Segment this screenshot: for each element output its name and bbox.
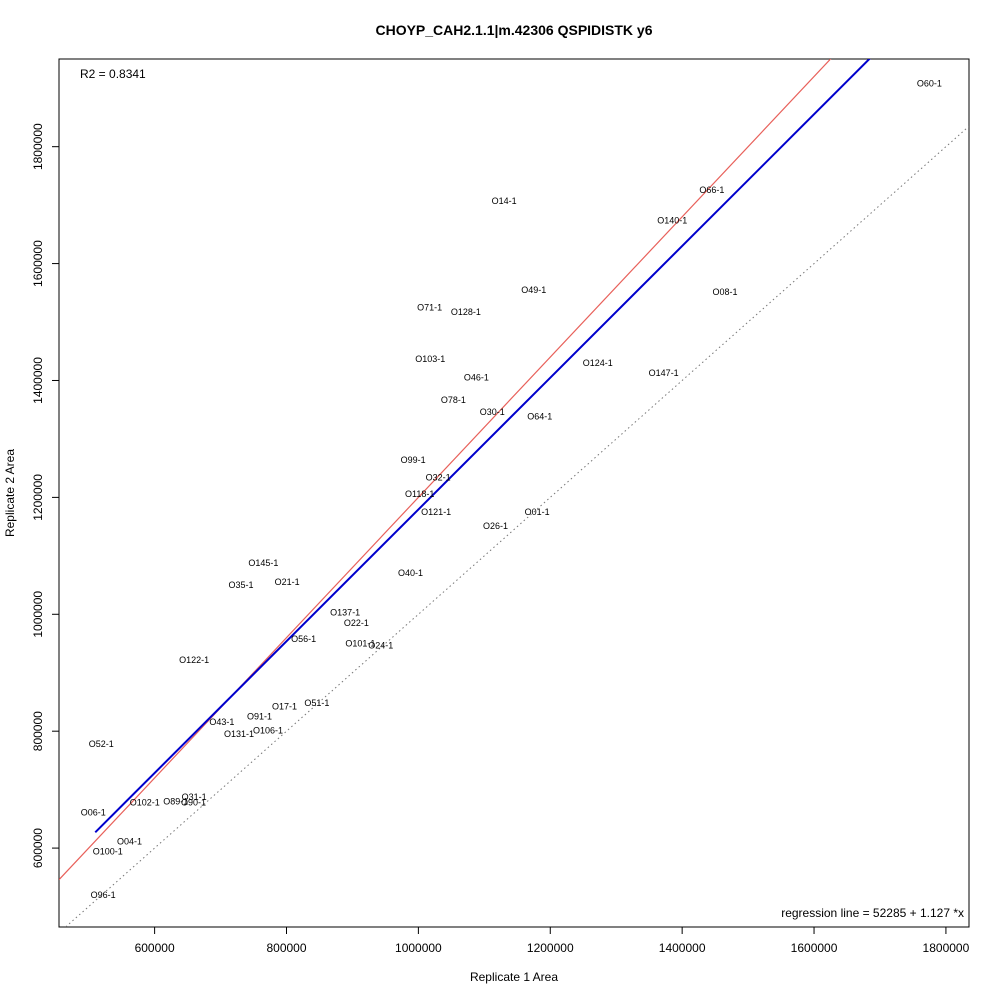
- regression-line: [94, 59, 871, 833]
- point-label: O24-1: [368, 640, 393, 650]
- point-label: O102-1: [130, 797, 160, 807]
- point-label: O66-1: [699, 185, 724, 195]
- y-tick-label: 1600000: [31, 240, 45, 287]
- x-tick-label: 800000: [266, 941, 306, 955]
- point-label: O103-1: [415, 354, 445, 364]
- point-label: O100-1: [93, 847, 123, 857]
- point-label: O90-1: [181, 797, 206, 807]
- reference-line: [59, 59, 832, 881]
- y-tick-label: 800000: [31, 711, 45, 751]
- point-label: O26-1: [483, 521, 508, 531]
- point-label: O40-1: [398, 568, 423, 578]
- point-label: O17-1: [272, 702, 297, 712]
- point-label: O106-1: [253, 726, 283, 736]
- x-tick-label: 1400000: [659, 941, 706, 955]
- x-axis-label: Replicate 1 Area: [470, 970, 558, 984]
- point-label: O78-1: [441, 395, 466, 405]
- point-label: O56-1: [291, 634, 316, 644]
- point-label: O124-1: [583, 358, 613, 368]
- point-label: O06-1: [81, 807, 106, 817]
- axes-layer: 600000 800000 1000000 1200000 1400000 1600000…: [31, 123, 970, 955]
- point-label: O01-1: [525, 507, 550, 517]
- point-label: O30-1: [480, 407, 505, 417]
- y-tick-label: 1000000: [31, 591, 45, 638]
- x-tick-label: 1600000: [791, 941, 838, 955]
- point-label: O122-1: [179, 655, 209, 665]
- point-label: O145-1: [248, 558, 278, 568]
- point-label: O96-1: [91, 890, 116, 900]
- point-label: O71-1: [417, 302, 442, 312]
- point-label: O121-1: [421, 507, 451, 517]
- points-layer: O60-1 O66-1 O14-1 O140-1 O49-1 O08-1 O71-1 O128…: [81, 79, 942, 900]
- point-label: O51-1: [304, 698, 329, 708]
- point-label: O64-1: [527, 412, 552, 422]
- point-label: O60-1: [917, 79, 942, 89]
- point-label: O49-1: [521, 285, 546, 295]
- point-label: O04-1: [117, 837, 142, 847]
- y-tick-label: 1800000: [31, 123, 45, 170]
- identity-line: [64, 125, 969, 927]
- point-label: O91-1: [247, 712, 272, 722]
- point-label: O14-1: [492, 196, 517, 206]
- y-tick-label: 1400000: [31, 357, 45, 404]
- point-label: O128-1: [451, 307, 481, 317]
- point-label: O147-1: [649, 368, 679, 378]
- point-label: O46-1: [464, 373, 489, 383]
- point-label: O137-1: [330, 608, 360, 618]
- point-label: O89-1: [163, 796, 188, 806]
- y-tick-label: 1200000: [31, 474, 45, 521]
- point-label: O08-1: [713, 287, 738, 297]
- y-axis-label: Replicate 2 Area: [3, 449, 17, 537]
- point-label: O99-1: [401, 455, 426, 465]
- point-label: O21-1: [275, 577, 300, 587]
- point-label: O131-1: [224, 729, 254, 739]
- point-label: O22-1: [344, 618, 369, 628]
- point-label: O32-1: [426, 473, 451, 483]
- x-tick-label: 1200000: [527, 941, 574, 955]
- plot-frame: [58, 58, 970, 928]
- lines-layer: [59, 59, 969, 927]
- point-label: O52-1: [89, 739, 114, 749]
- regression-equation: regression line = 52285 + 1.127 *x: [781, 906, 964, 920]
- x-tick-label: 600000: [135, 941, 175, 955]
- point-label: O31-1: [182, 792, 207, 802]
- point-label: O43-1: [209, 717, 234, 727]
- x-tick-label: 1000000: [395, 941, 442, 955]
- chart-title: CHOYP_CAH2.1.1|m.42306 QSPIDISTK y6: [375, 22, 652, 38]
- point-label: O35-1: [228, 580, 253, 590]
- x-tick-label: 1800000: [923, 941, 970, 955]
- point-label: O118-1: [405, 489, 434, 499]
- point-label: O101-1: [345, 639, 375, 649]
- y-tick-label: 600000: [31, 828, 45, 868]
- r2-annotation: R2 = 0.8341: [80, 67, 146, 81]
- point-label: O140-1: [657, 215, 687, 225]
